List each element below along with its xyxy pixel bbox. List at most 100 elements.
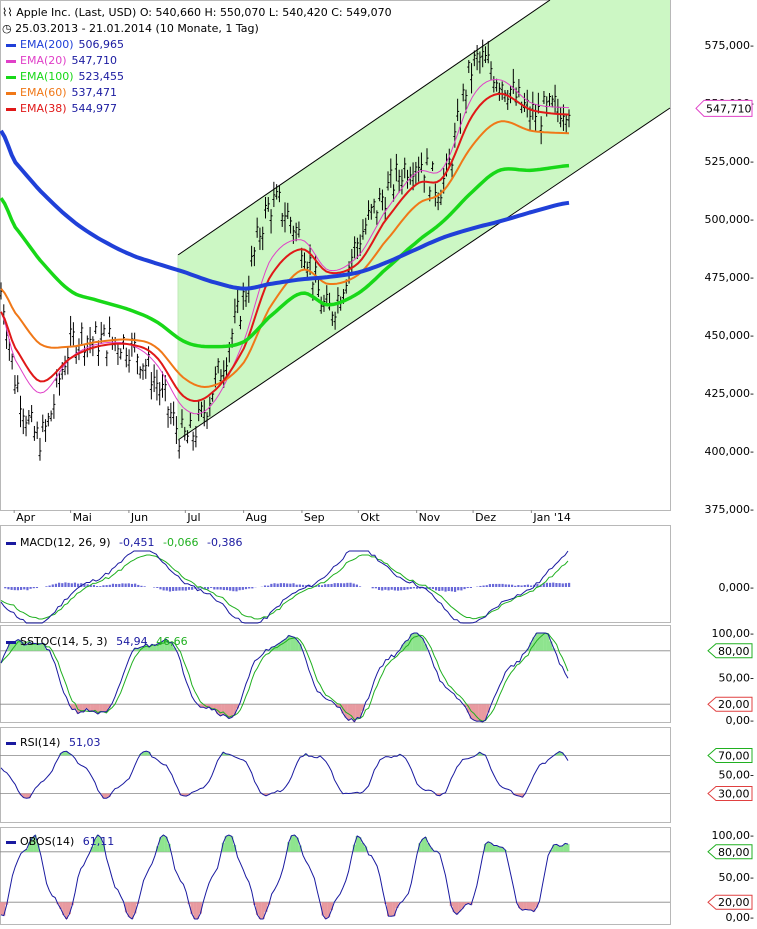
macd-histogram-bar bbox=[339, 583, 343, 587]
macd-histogram-bar bbox=[121, 583, 124, 587]
macd-histogram-bar bbox=[16, 587, 20, 591]
macd-histogram-bar bbox=[222, 587, 225, 591]
macd-histogram-bar bbox=[504, 584, 507, 587]
macd-histogram-bar bbox=[10, 587, 13, 590]
panel-frame-4 bbox=[0, 827, 671, 925]
macd-histogram-bar bbox=[54, 583, 58, 587]
macd-histogram-bar bbox=[466, 587, 469, 589]
month-label: Jun bbox=[130, 511, 148, 524]
macd-histogram-bar bbox=[168, 587, 172, 592]
legend-value: 523,455 bbox=[78, 70, 125, 83]
threshold-tag bbox=[707, 786, 753, 801]
macd-histogram-bar bbox=[495, 583, 498, 587]
macd-histogram-bar bbox=[330, 583, 333, 587]
legend-value: 537,471 bbox=[71, 86, 118, 99]
macd-histogram-bar bbox=[301, 584, 305, 587]
macd-histogram-bar bbox=[387, 587, 390, 591]
macd-histogram-bar bbox=[102, 585, 105, 587]
macd-histogram-bar bbox=[111, 583, 115, 587]
macd-histogram-bar bbox=[108, 584, 111, 587]
macd-histogram-bar bbox=[184, 587, 187, 591]
macd-histogram-bar bbox=[542, 583, 545, 587]
panel-frame-0 bbox=[0, 0, 671, 511]
threshold-tag-text: 80,00 bbox=[718, 645, 750, 658]
macd-histogram-bar bbox=[488, 584, 492, 587]
macd-histogram-bar bbox=[229, 587, 232, 591]
macd-histogram-bar bbox=[105, 585, 108, 587]
macd-histogram-bar bbox=[244, 587, 248, 590]
macd-histogram-bar bbox=[377, 587, 381, 590]
macd-histogram-bar bbox=[498, 583, 501, 587]
macd-histogram-bar bbox=[124, 583, 127, 587]
macd-histogram-bar bbox=[552, 582, 555, 587]
macd-histogram-bar bbox=[29, 587, 32, 589]
month-label: Dez bbox=[475, 511, 496, 524]
macd-histogram-bar bbox=[118, 583, 121, 587]
obos-axis-label: 100,00- bbox=[712, 829, 754, 842]
macd-histogram-bar bbox=[371, 587, 374, 589]
macd-histogram-bar bbox=[409, 587, 412, 589]
trend-channel-fill bbox=[178, 0, 670, 440]
macd-histogram-bar bbox=[453, 587, 457, 592]
macd-histogram-bar bbox=[165, 587, 168, 591]
macd-histogram-bar bbox=[219, 587, 222, 590]
legend-swatch bbox=[6, 75, 16, 79]
macd-histogram-bar bbox=[434, 587, 438, 591]
macd-line bbox=[0, 550, 569, 624]
macd-histogram-bar bbox=[510, 584, 514, 587]
month-label: Mai bbox=[73, 511, 92, 524]
rsi-legend: RSI(14) 51,03 bbox=[6, 735, 100, 750]
macd-histogram-bar bbox=[92, 584, 96, 587]
period-text: 25.03.2013 - 21.01.2014 (10 Monate, 1 Ta… bbox=[15, 22, 259, 35]
macd-histogram-bar bbox=[447, 587, 450, 592]
sstoc-axis-label: 0,00- bbox=[726, 714, 754, 727]
macd-histogram-bar bbox=[70, 583, 73, 587]
macd-histogram-bar bbox=[172, 587, 175, 592]
macd-histogram-bar bbox=[485, 585, 488, 587]
macd-histogram-bar bbox=[251, 587, 254, 589]
obos-legend: OBOS(14) 61,11 bbox=[6, 834, 114, 849]
month-label: Jul bbox=[186, 511, 200, 524]
month-label: Nov bbox=[419, 511, 441, 524]
legend-row-ema20: EMA(20) 547,710 bbox=[6, 53, 117, 68]
last-price-tag bbox=[695, 99, 753, 117]
macd-histogram-bar bbox=[431, 587, 434, 589]
price-axis-label: 375,000- bbox=[705, 503, 754, 516]
macd-histogram-bar bbox=[175, 587, 178, 591]
macd-histogram-bar bbox=[13, 587, 16, 591]
obos-value: 61,11 bbox=[82, 835, 115, 848]
macd-histogram-bar bbox=[444, 587, 447, 592]
macd-histogram-bar bbox=[305, 585, 308, 587]
obos-label: OBOS(14) bbox=[20, 835, 75, 848]
macd-histogram-bar bbox=[32, 587, 35, 589]
macd-histogram-bar bbox=[390, 587, 393, 590]
macd-histogram-bar bbox=[529, 585, 533, 587]
macd-histogram-bar bbox=[263, 585, 267, 587]
month-label: Jan '14 bbox=[532, 511, 570, 524]
legend-label: EMA(200) bbox=[20, 38, 74, 51]
panel-frame-3 bbox=[0, 727, 671, 823]
macd-histogram-bar bbox=[352, 583, 355, 587]
macd-histogram-bar bbox=[393, 587, 396, 591]
ema20-line bbox=[0, 79, 570, 415]
sstoc-axis-label: 100,00- bbox=[712, 627, 754, 640]
macd-histogram-bar bbox=[491, 583, 495, 587]
last-price-tag-text: 547,710 bbox=[706, 102, 752, 115]
macd-histogram-bar bbox=[64, 582, 67, 587]
rsi-line bbox=[0, 750, 569, 799]
macd-histogram-bar bbox=[514, 585, 517, 587]
macd-histogram-bar bbox=[292, 583, 295, 587]
legend-value: 506,965 bbox=[78, 38, 125, 51]
legend-swatch bbox=[6, 59, 16, 63]
obos-line bbox=[0, 834, 569, 920]
macd-histogram-bar bbox=[482, 585, 485, 587]
macd-histogram-bar bbox=[181, 587, 184, 591]
month-label: Okt bbox=[360, 511, 380, 524]
month-label: Sep bbox=[304, 511, 325, 524]
macd-histogram-bar bbox=[327, 584, 330, 587]
macd-histogram-bar bbox=[130, 583, 134, 587]
macd-histogram-bar bbox=[400, 587, 403, 591]
macd-histogram-bar bbox=[216, 587, 219, 590]
macd-histogram-bar bbox=[273, 583, 276, 587]
